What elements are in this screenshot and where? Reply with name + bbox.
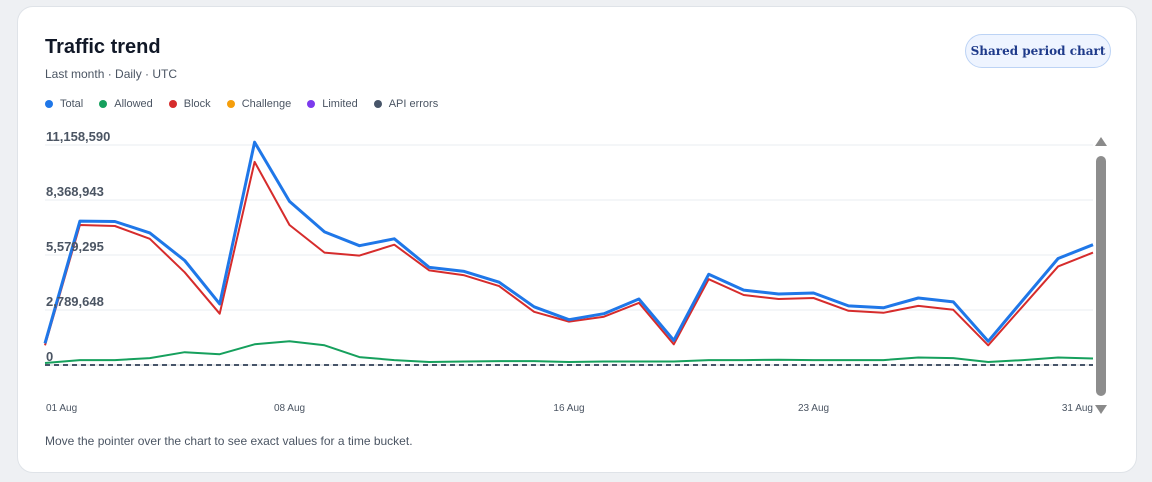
legend-item-allowed[interactable]: Allowed xyxy=(99,98,153,110)
y-tick-label: 2,789,648 xyxy=(46,294,104,309)
legend-dot-icon xyxy=(168,100,177,108)
legend-dot-icon xyxy=(226,100,235,108)
legend-label: Total xyxy=(60,98,84,110)
legend-label: API errors xyxy=(388,98,439,110)
x-tick-label: 08 Aug xyxy=(274,403,305,414)
legend-dot-icon xyxy=(45,100,53,108)
legend-item-challenge[interactable]: Challenge xyxy=(226,98,292,110)
shared-period-chart-button[interactable]: Shared period chart xyxy=(965,34,1111,68)
legend-dot-icon xyxy=(99,100,108,108)
scrollbar-thumb[interactable] xyxy=(1096,156,1106,396)
legend-item-total[interactable]: Total xyxy=(45,98,83,110)
x-tick-label: 31 Aug xyxy=(1062,403,1093,414)
chart-title: Traffic trend xyxy=(45,36,161,58)
legend-item-api-errors[interactable]: API errors xyxy=(373,98,439,110)
chart-hint-text: Move the pointer over the chart to see e… xyxy=(45,434,413,448)
legend-label: Allowed xyxy=(114,98,153,110)
legend-label: Challenge xyxy=(241,98,292,110)
series-line-total[interactable] xyxy=(43,140,1094,344)
traffic-trend-card: Traffic trend Last month · Daily · UTC S… xyxy=(17,6,1137,473)
y-tick-label: 5,579,295 xyxy=(46,239,104,254)
series-line-block[interactable] xyxy=(44,160,1094,347)
y-tick-label: 8,368,943 xyxy=(46,184,104,199)
chart-subtitle: Last month · Daily · UTC xyxy=(45,67,178,81)
legend-item-block[interactable]: Block xyxy=(168,98,211,110)
legend-label: Limited xyxy=(322,98,358,110)
y-tick-label: 0 xyxy=(46,349,53,364)
x-tick-label: 23 Aug xyxy=(798,403,829,414)
x-tick-label: 16 Aug xyxy=(553,403,584,414)
y-tick-label: 11,158,590 xyxy=(46,129,110,144)
traffic-line-chart[interactable]: 0 2,789,648 5,579,295 8,368,943 11,158,590 01… xyxy=(18,7,1138,474)
legend-label: Block xyxy=(183,98,211,110)
x-tick-label: 01 Aug xyxy=(46,403,77,414)
series-line-allowed[interactable] xyxy=(44,340,1094,364)
legend-dot-icon xyxy=(373,100,382,108)
scroll-down-icon[interactable] xyxy=(1095,405,1107,414)
legend-dot-icon xyxy=(307,100,316,108)
chart-legend: Total Allowed Block Challenge Limited AP… xyxy=(45,98,438,110)
legend-item-limited[interactable]: Limited xyxy=(307,98,358,110)
scroll-up-icon[interactable] xyxy=(1095,137,1107,146)
